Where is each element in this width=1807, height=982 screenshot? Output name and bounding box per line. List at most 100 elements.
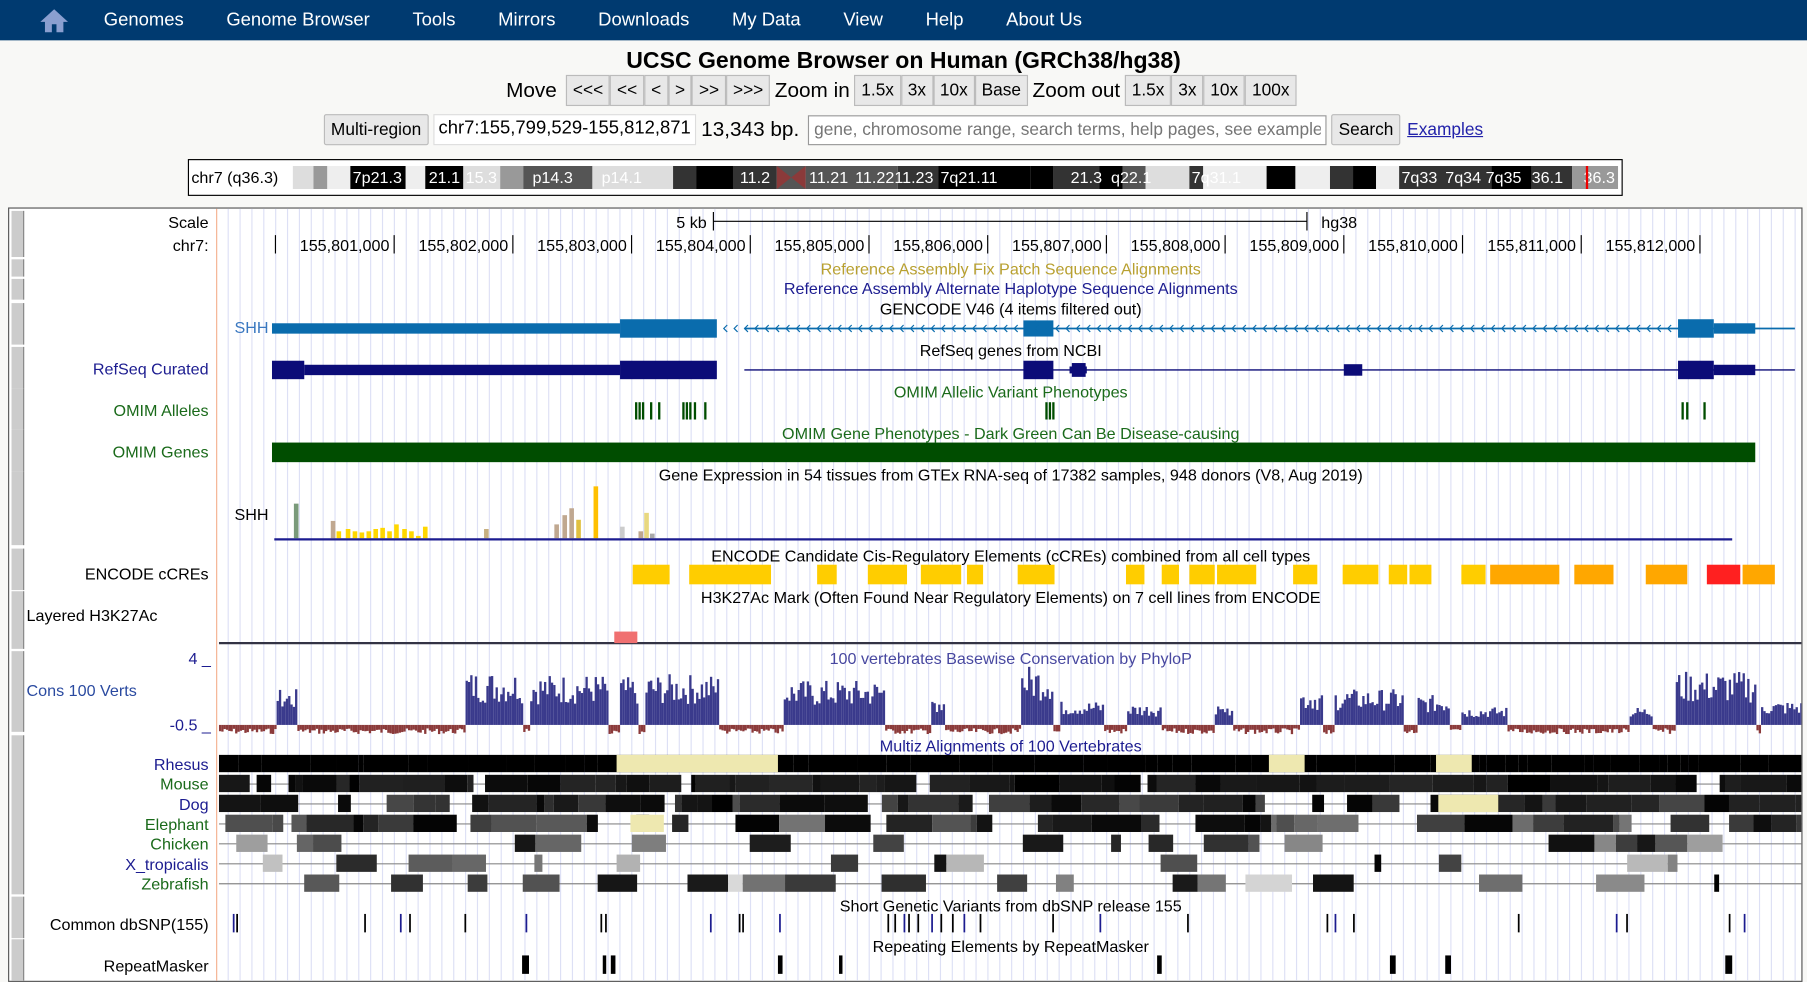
examples-link[interactable]: Examples — [1407, 119, 1484, 140]
omim-allele[interactable] — [689, 402, 692, 420]
omim-allele[interactable] — [1048, 402, 1052, 420]
track-image[interactable]: Scale chr7: 5 kb hg38 155,801,000 155,802,000… — [8, 207, 1803, 982]
gtex-tissue-bar[interactable] — [380, 527, 385, 539]
snp[interactable] — [738, 913, 741, 933]
snp[interactable] — [409, 913, 411, 933]
position-field[interactable]: chr7:155,799,529-155,812,871 — [432, 114, 697, 146]
omim-allele[interactable] — [682, 402, 685, 420]
move-button[interactable]: <<< — [566, 74, 611, 107]
snp[interactable] — [963, 913, 966, 933]
search-input[interactable] — [808, 114, 1328, 145]
snp[interactable] — [1728, 913, 1731, 933]
exon[interactable] — [1713, 323, 1756, 334]
nav-about-us[interactable]: About Us — [1006, 9, 1083, 30]
nav-tools[interactable]: Tools — [412, 9, 456, 30]
omim-gene[interactable] — [271, 442, 1756, 463]
exon[interactable] — [1678, 319, 1714, 338]
gtex-tissue-bar[interactable] — [650, 533, 655, 539]
exon[interactable] — [620, 360, 717, 380]
gtex-tissue-bar[interactable] — [569, 508, 574, 539]
omim-allele[interactable] — [685, 402, 689, 420]
scale-label[interactable]: Scale — [168, 213, 209, 232]
exon[interactable] — [304, 364, 621, 376]
track-handle[interactable] — [11, 896, 25, 939]
exon[interactable] — [1713, 364, 1756, 376]
exon[interactable] — [1678, 360, 1714, 380]
snp[interactable] — [1334, 913, 1337, 933]
ccre-element[interactable] — [1017, 564, 1055, 585]
gtex-tissue-bar[interactable] — [293, 503, 299, 539]
omim-allele[interactable] — [650, 402, 653, 420]
gtex-tissue-bar[interactable] — [352, 531, 358, 539]
ccre-element[interactable] — [920, 564, 962, 585]
nav-help[interactable]: Help — [925, 9, 964, 30]
move-button[interactable]: > — [668, 74, 693, 107]
omim-allele[interactable] — [1052, 402, 1055, 420]
nav-downloads[interactable]: Downloads — [598, 9, 690, 30]
snp[interactable] — [600, 913, 603, 933]
omim-genes-label[interactable]: OMIM Genes — [112, 442, 209, 461]
species-label-rhesus[interactable]: Rhesus — [153, 754, 209, 774]
snp[interactable] — [525, 913, 528, 933]
gtex-tissue-bar[interactable] — [373, 528, 379, 539]
ccre-element[interactable] — [1125, 564, 1145, 585]
omim-allele[interactable] — [704, 402, 707, 420]
track-handle[interactable] — [11, 303, 25, 345]
snp[interactable] — [940, 913, 943, 933]
gtex-tissue-bar[interactable] — [359, 532, 365, 539]
gencode-gene-label[interactable]: SHH — [234, 318, 269, 337]
snp[interactable] — [1615, 913, 1618, 933]
ccre-element[interactable] — [1409, 564, 1432, 585]
ccre-element[interactable] — [1161, 564, 1180, 585]
track-handle[interactable] — [11, 735, 25, 895]
gtex-tissue-bar[interactable] — [402, 528, 407, 539]
repeat-element[interactable] — [1725, 955, 1733, 974]
track-handle[interactable] — [11, 429, 25, 472]
ccre-element[interactable] — [817, 564, 837, 585]
snp[interactable] — [742, 913, 744, 933]
repeat-element[interactable] — [602, 955, 607, 974]
ccre-element[interactable] — [966, 564, 984, 585]
track-handle[interactable] — [11, 548, 25, 591]
omim-allele[interactable] — [641, 402, 645, 420]
zoom-out-button[interactable]: 10x — [1203, 74, 1246, 107]
nav-genomes[interactable]: Genomes — [103, 9, 184, 30]
ccre-element[interactable] — [1706, 564, 1741, 585]
zoom-out-button[interactable]: 1.5x — [1124, 74, 1172, 107]
ccre-element[interactable] — [1742, 564, 1775, 585]
ccre-label[interactable]: ENCODE cCREs — [84, 564, 209, 584]
track-graphics[interactable] — [9, 208, 1802, 982]
snp[interactable] — [917, 913, 920, 933]
ccre-element[interactable] — [1461, 564, 1486, 585]
ccre-element[interactable] — [1342, 564, 1379, 585]
snp[interactable] — [894, 913, 897, 933]
move-button[interactable]: >> — [692, 74, 727, 107]
gtex-tissue-bar[interactable] — [554, 524, 559, 539]
ccre-element[interactable] — [1293, 564, 1318, 585]
nav-mirrors[interactable]: Mirrors — [498, 9, 556, 30]
repeat-element[interactable] — [1389, 955, 1396, 974]
zoom-out-button[interactable]: 3x — [1171, 74, 1204, 107]
snp[interactable] — [1517, 913, 1520, 933]
snp[interactable] — [1743, 913, 1746, 933]
ccre-element[interactable] — [1574, 564, 1614, 585]
snp[interactable] — [1626, 913, 1628, 933]
gtex-tissue-bar[interactable] — [416, 535, 421, 539]
refseq-label[interactable]: RefSeq Curated — [92, 359, 209, 379]
repeat-element[interactable] — [839, 955, 843, 974]
gtex-tissue-bar[interactable] — [409, 531, 414, 539]
track-handle[interactable] — [11, 259, 25, 277]
ccre-element[interactable] — [1490, 564, 1560, 585]
snp[interactable] — [236, 913, 238, 933]
track-handle[interactable] — [11, 591, 25, 649]
track-handle[interactable] — [11, 278, 25, 300]
zoom-in-button[interactable]: 3x — [900, 74, 933, 107]
gtex-tissue-bar[interactable] — [644, 512, 649, 539]
omim-allele[interactable] — [635, 402, 638, 420]
nav-view[interactable]: View — [843, 9, 883, 30]
snp[interactable] — [399, 913, 402, 933]
dbsnp-label[interactable]: Common dbSNP(155) — [49, 915, 209, 934]
species-label-elephant[interactable]: Elephant — [144, 814, 209, 834]
track-handle[interactable] — [11, 388, 25, 430]
snp[interactable] — [931, 913, 933, 933]
